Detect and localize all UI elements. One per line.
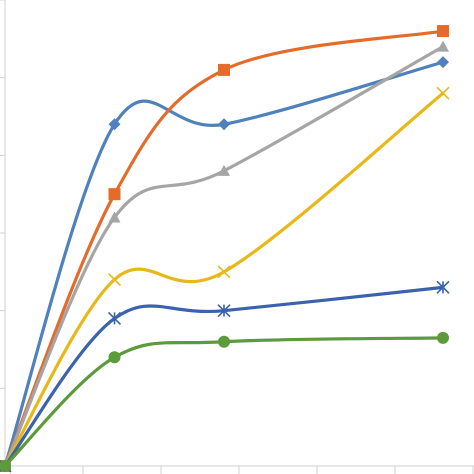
series-6	[0, 331, 449, 472]
series-point	[437, 25, 449, 38]
series-point	[108, 351, 121, 364]
series-line	[3, 336, 445, 468]
series-point	[0, 460, 11, 472]
series-1	[0, 56, 449, 472]
series-point	[218, 118, 230, 131]
series-point	[108, 211, 121, 223]
series-point	[218, 335, 230, 348]
series-point	[218, 63, 230, 76]
series-point	[437, 40, 449, 52]
series-point	[436, 280, 450, 294]
series-point	[217, 304, 231, 318]
series-4	[0, 86, 450, 473]
series-point	[436, 86, 450, 100]
series-line	[3, 285, 445, 468]
series-3	[0, 40, 449, 471]
series-point	[437, 56, 449, 69]
series-line	[3, 29, 445, 468]
series-layer	[0, 25, 450, 473]
series-point	[218, 164, 230, 176]
series-line	[3, 91, 445, 468]
series-line	[3, 60, 445, 468]
series-line	[3, 45, 445, 468]
series-point	[107, 273, 122, 287]
series-point	[437, 331, 449, 344]
series-point	[108, 188, 121, 201]
series-point	[107, 311, 122, 325]
series-point	[217, 265, 231, 279]
series-point	[108, 118, 121, 131]
